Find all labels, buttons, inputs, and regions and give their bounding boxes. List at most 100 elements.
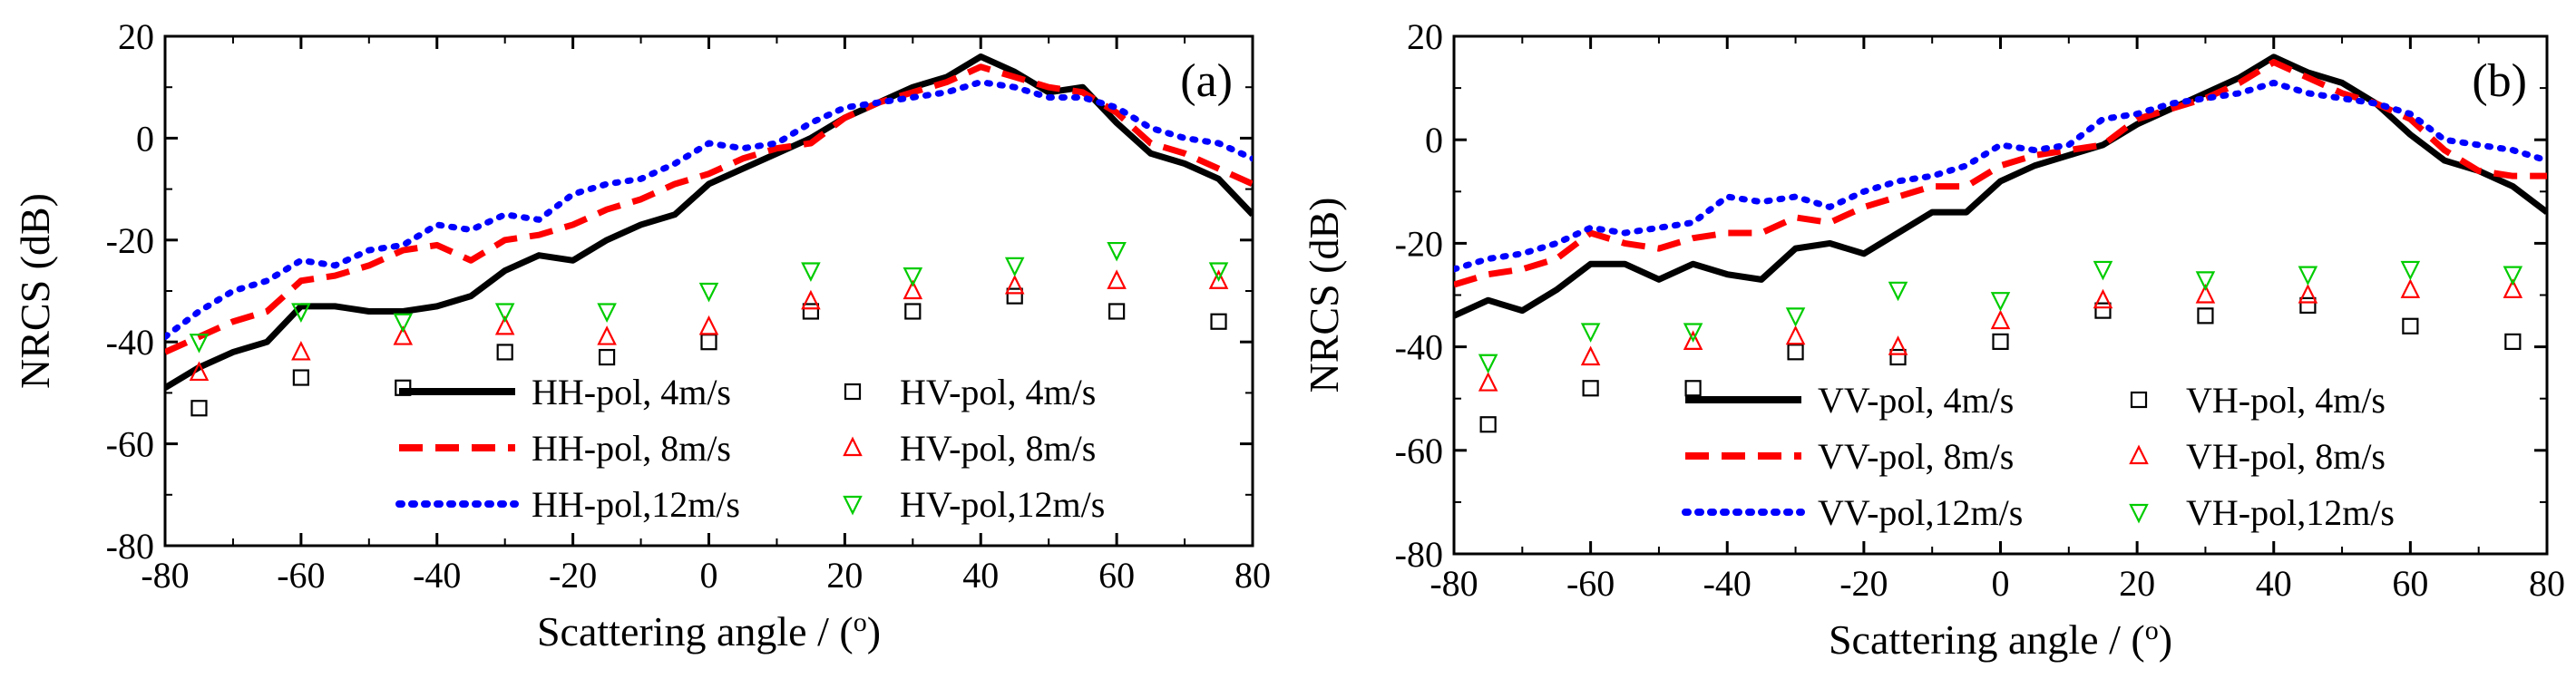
data-point (1990, 309, 2011, 330)
data-point (2197, 307, 2214, 325)
data-point (291, 340, 311, 361)
data-point (1888, 281, 1908, 302)
x-tick-label: -40 (413, 555, 461, 596)
data-point (2402, 317, 2419, 334)
y-axis-title: NRCS (dB) (12, 193, 58, 389)
data-point (1479, 416, 1497, 433)
x-tick-label: 60 (1098, 555, 1135, 596)
data-point (598, 348, 616, 366)
data-point (2298, 266, 2318, 286)
data-point (494, 303, 515, 323)
data-point (1580, 323, 1601, 343)
data-point (2195, 284, 2216, 304)
panel-label: (a) (1180, 55, 1233, 107)
data-point (1582, 380, 1599, 397)
data-point (801, 289, 821, 310)
data-point (393, 313, 414, 334)
series-markers-vh-pol-4m-s (1479, 296, 2522, 433)
x-axis-title: Scattering angle / (o) (1829, 616, 2172, 663)
data-point (1208, 269, 1229, 289)
data-point (291, 303, 311, 323)
legend: VV-pol, 4m/s VV-pol, 8m/s VV-pol,12m/s VH-p… (1682, 380, 2395, 533)
x-tick-label: 80 (2529, 563, 2565, 604)
x-tick-label: 40 (2256, 563, 2292, 604)
x-tick-label: 60 (2392, 563, 2428, 604)
legend-label-hh-pol-4m-s: HH-pol, 4m/s (532, 372, 731, 412)
series-line-hh-pol-12m-s (165, 79, 1253, 341)
x-tick-label: -20 (549, 555, 597, 596)
y-tick-label: -40 (1395, 327, 1443, 368)
data-point (1992, 333, 2009, 350)
data-point (904, 303, 922, 320)
data-point (292, 369, 309, 386)
data-point (494, 315, 515, 335)
data-point (189, 361, 210, 382)
legend: HH-pol, 4m/s HH-pol, 8m/s HH-pol,12m/s HV-p… (395, 372, 1105, 525)
x-tick-label: -20 (1839, 563, 1888, 604)
x-tick-label: 20 (826, 555, 863, 596)
plot-frame (163, 34, 1254, 548)
x-tick-label: 20 (2119, 563, 2155, 604)
data-point (2400, 278, 2421, 298)
x-tick-label: 40 (962, 555, 999, 596)
data-point (1889, 348, 1907, 366)
legend-label-hh-pol-12m-s: HH-pol,12m/s (532, 484, 740, 525)
legend-label-vv-pol-8m-s: VV-pol, 8m/s (1818, 436, 2014, 477)
data-point (801, 262, 821, 282)
x-tick-label: -80 (1429, 563, 1478, 604)
data-point (1787, 344, 1804, 361)
data-point (2094, 302, 2112, 319)
data-point (1108, 303, 1126, 320)
data-point (2298, 284, 2318, 304)
data-point (700, 334, 717, 351)
plot-area (165, 53, 1253, 417)
data-point (698, 315, 719, 335)
data-point (190, 400, 208, 417)
y-tick-label: 0 (136, 118, 154, 159)
data-point (1785, 307, 1806, 327)
data-point (1683, 330, 1703, 350)
series-line-vv-pol-4m-s (1454, 53, 2547, 319)
legend-label-vh-pol-8m-s: VH-pol, 8m/s (2186, 436, 2386, 477)
x-tick-label: -60 (1566, 563, 1615, 604)
y-tick-label: 0 (1425, 120, 1443, 160)
y-tick-label: -20 (1395, 223, 1443, 264)
y-tick-label: -80 (106, 526, 154, 567)
series-markers-vh-pol-12m-s (1478, 260, 2523, 374)
series-markers-hv-pol-12m-s (189, 241, 1229, 354)
legend-swatch-vh-pol-8m-s (2129, 444, 2149, 465)
legend-label-hv-pol-4m-s: HV-pol, 4m/s (900, 372, 1096, 412)
legend-label-vh-pol-4m-s: VH-pol, 4m/s (2186, 380, 2386, 421)
data-point (1107, 269, 1127, 289)
data-point (1888, 335, 1908, 355)
series-line-vv-pol-8m-s (1454, 59, 2547, 288)
data-point (1478, 354, 1498, 374)
legend-swatch-hv-pol-12m-s (843, 495, 863, 516)
data-point (1210, 313, 1227, 330)
legend-label-vv-pol-12m-s: VV-pol,12m/s (1818, 492, 2023, 533)
data-point (903, 267, 923, 287)
y-tick-label: -40 (106, 322, 154, 363)
series-markers-vh-pol-8m-s (1478, 278, 2523, 392)
data-point (1683, 323, 1703, 343)
x-tick-label: 0 (700, 555, 718, 596)
panel-a: -80 -60 -40 -20 0 20 40 60 80 -80 -60 -40 -20 0 20 HH-p… (12, 16, 1271, 654)
x-tick-label: 0 (1992, 563, 2010, 604)
panel-b: -80 -60 -40 -20 0 20 40 60 80 -80 -60 -40 -20 0 20 VV-p… (1301, 16, 2565, 663)
x-tick-label: 80 (1234, 555, 1271, 596)
data-point (597, 303, 617, 323)
y-tick-label: -80 (1395, 534, 1443, 575)
data-point (496, 344, 513, 361)
y-tick-label: -20 (106, 220, 154, 261)
data-point (597, 325, 617, 345)
data-point (1208, 262, 1229, 282)
x-tick-label: -40 (1703, 563, 1751, 604)
legend-swatch-vh-pol-12m-s (2129, 503, 2149, 524)
data-point (1107, 241, 1127, 262)
data-point (802, 303, 820, 320)
legend-label-hh-pol-8m-s: HH-pol, 8m/s (532, 428, 731, 469)
series-line-hh-pol-8m-s (165, 63, 1253, 355)
legend-swatch-vh-pol-4m-s (2130, 391, 2148, 409)
legend-label-hv-pol-8m-s: HV-pol, 8m/s (900, 428, 1096, 469)
data-point (1004, 257, 1025, 277)
